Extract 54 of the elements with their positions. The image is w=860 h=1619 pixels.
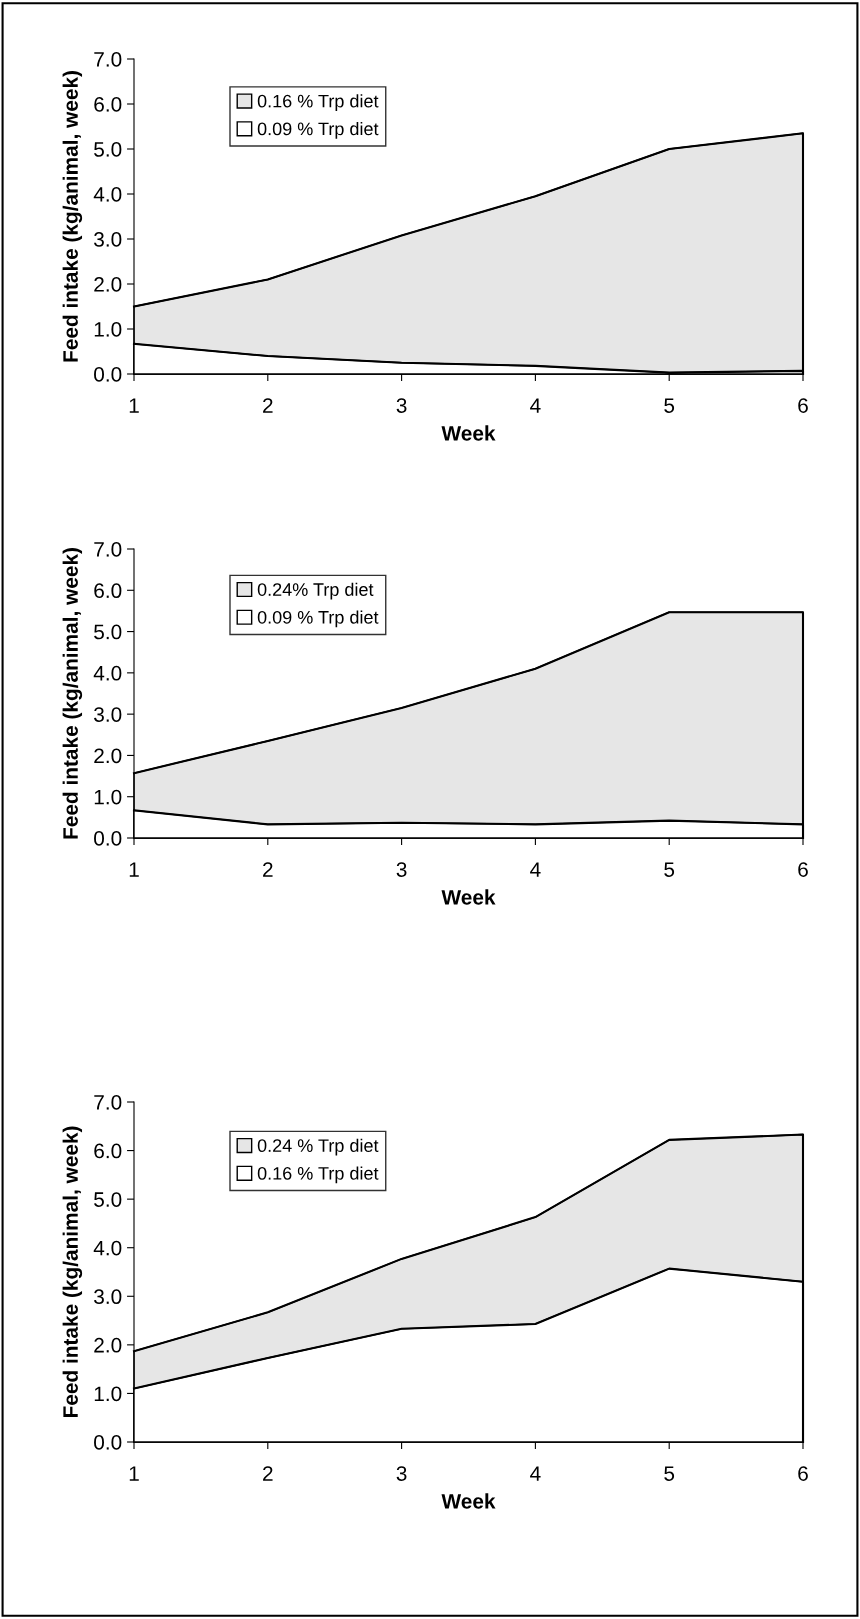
- y-tick-label: 3.0: [94, 1289, 122, 1305]
- x-axis-title: Week: [441, 889, 496, 905]
- y-tick-label: 1.0: [94, 789, 122, 805]
- legend-label: 0.24 % Trp diet: [257, 1138, 379, 1156]
- x-tick-label: 4: [530, 1466, 541, 1481]
- y-tick-label: 6.0: [94, 583, 122, 599]
- legend-label: 0.24% Trp diet: [257, 582, 374, 600]
- y-axis-title: Feed intake (kg/animal, week): [62, 71, 83, 362]
- y-tick-label: 2.0: [94, 1337, 122, 1353]
- x-axis-title: Week: [441, 425, 496, 441]
- x-tick-label: 5: [664, 398, 675, 413]
- x-tick-label: 6: [798, 862, 808, 877]
- y-tick-label: 3.0: [94, 707, 122, 722]
- y-tick-label: 0.0: [94, 1435, 122, 1450]
- y-tick-label: 7.0: [94, 1095, 122, 1110]
- y-axis-title: Feed intake (kg/animal, week): [62, 1126, 83, 1418]
- x-tick-label: 5: [664, 1466, 675, 1481]
- x-tick-label: 1: [129, 862, 139, 877]
- x-tick-label: 3: [396, 862, 407, 877]
- y-tick-label: 6.0: [94, 97, 122, 112]
- y-tick-label: 0.0: [94, 831, 122, 846]
- y-tick-label: 7.0: [94, 542, 122, 557]
- x-tick-label: 2: [263, 862, 273, 877]
- y-tick-label: 1.0: [94, 322, 122, 337]
- legend-label: 0.16 % Trp diet: [257, 1166, 379, 1184]
- y-tick-label: 7.0: [94, 52, 122, 67]
- y-axis-title: Feed intake (kg/animal, week): [62, 548, 83, 839]
- x-tick-label: 1: [129, 398, 139, 413]
- x-tick-label: 2: [263, 1466, 273, 1481]
- y-tick-label: 5.0: [94, 624, 122, 640]
- legend-label: 0.09 % Trp diet: [257, 610, 379, 628]
- y-tick-label: 0.0: [94, 367, 122, 382]
- legend-label: 0.09 % Trp diet: [257, 122, 379, 139]
- x-tick-label: 6: [798, 398, 808, 413]
- y-tick-label: 2.0: [94, 277, 122, 292]
- x-axis-title: Week: [441, 1493, 496, 1509]
- y-tick-label: 1.0: [94, 1386, 122, 1402]
- y-tick-label: 4.0: [93, 187, 122, 202]
- x-tick-label: 3: [396, 398, 407, 413]
- y-tick-label: 4.0: [93, 1240, 122, 1256]
- y-tick-label: 2.0: [94, 748, 122, 764]
- y-tick-label: 5.0: [94, 1192, 122, 1207]
- x-tick-label: 2: [263, 398, 273, 413]
- y-tick-label: 6.0: [94, 1143, 122, 1159]
- legend-label: 0.16 % Trp diet: [257, 94, 379, 112]
- x-tick-label: 6: [798, 1466, 808, 1481]
- x-tick-label: 1: [129, 1466, 139, 1481]
- x-tick-label: 4: [530, 398, 541, 413]
- x-tick-label: 4: [530, 862, 541, 877]
- x-tick-label: 5: [664, 862, 675, 877]
- y-tick-label: 3.0: [94, 232, 122, 247]
- y-tick-label: 4.0: [93, 665, 122, 681]
- y-tick-label: 5.0: [94, 142, 122, 157]
- x-tick-label: 3: [396, 1466, 407, 1481]
